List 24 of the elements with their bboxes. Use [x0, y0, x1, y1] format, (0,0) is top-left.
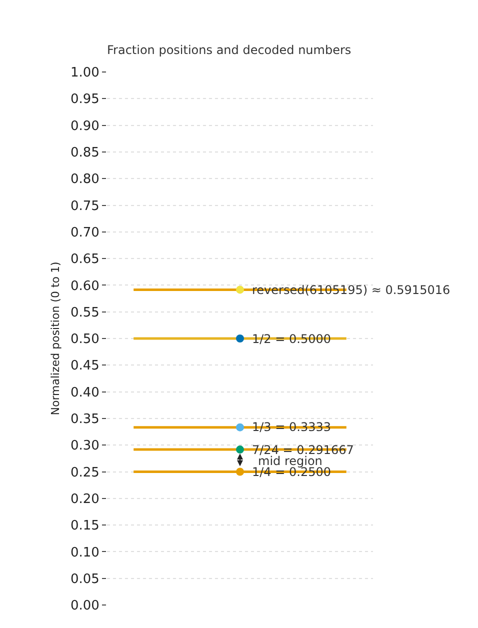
y-tick-label: 0.35	[70, 412, 100, 427]
y-tick-label: 0.25	[70, 465, 100, 480]
y-tick-label: 0.40	[70, 385, 100, 400]
y-tick-label: 0.45	[70, 358, 100, 374]
y-tick-label: 0.00	[70, 598, 100, 614]
y-tick-label: 0.60	[70, 278, 100, 294]
y-axis-title: Normalized position (0 to 1)	[49, 262, 62, 416]
chart-title: Fraction positions and decoded numbers	[107, 43, 352, 57]
y-tick-label: 1.00	[70, 66, 100, 81]
y-tick-label: 0.50	[70, 332, 100, 348]
y-tick-label: 0.55	[70, 305, 100, 320]
y-tick-label: 0.90	[70, 118, 100, 134]
annotation: mid region	[258, 454, 322, 468]
y-tick-label: 0.20	[70, 492, 100, 507]
y-tick-label: 0.85	[70, 146, 100, 160]
y-tick-label: 0.65	[70, 252, 100, 268]
y-tick-label: 0.75	[70, 198, 100, 214]
y-tick-label: 0.15	[70, 518, 100, 534]
y-tick-label: 0.10	[70, 545, 100, 560]
y-tick-label: 0.80	[70, 172, 100, 188]
y-tick-label: 0.30	[70, 438, 100, 454]
y-tick-label: 0.70	[70, 225, 100, 240]
y-tick-label: 0.95	[70, 92, 100, 108]
y-tick-label: 0.05	[70, 572, 100, 587]
